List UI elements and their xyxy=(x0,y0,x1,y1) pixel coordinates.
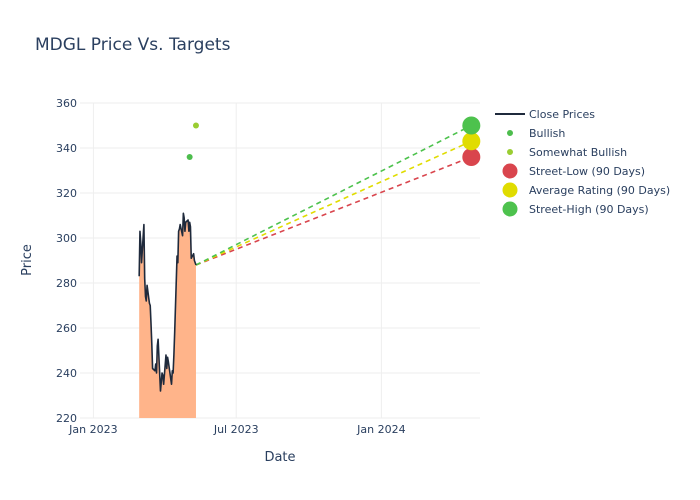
legend[interactable]: Close Prices Bullish Somewhat Bullish Stree… xyxy=(495,108,670,217)
legend-label: Bullish xyxy=(529,127,565,140)
target-endpoint[interactable] xyxy=(462,132,481,151)
chart-title: MDGL Price Vs. Targets xyxy=(35,35,231,55)
target-endpoint[interactable] xyxy=(462,148,481,166)
y-tick-label: 240 xyxy=(56,367,77,380)
legend-label: Somewhat Bullish xyxy=(529,146,627,159)
legend-swatch xyxy=(507,149,513,155)
x-tick-label: Jan 2023 xyxy=(68,423,117,436)
legend-swatch xyxy=(502,182,518,198)
legend-label: Street-High (90 Days) xyxy=(529,203,649,216)
legend-item[interactable]: Average Rating (90 Days) xyxy=(502,182,671,198)
y-tick-label: 300 xyxy=(56,232,77,245)
close-price-area xyxy=(139,213,196,418)
target-line xyxy=(195,156,472,266)
close-price-line-layer xyxy=(138,212,197,392)
legend-item[interactable]: Street-High (90 Days) xyxy=(502,201,649,217)
legend-item[interactable]: Somewhat Bullish xyxy=(507,146,627,159)
legend-swatch xyxy=(507,130,513,136)
rating-point[interactable] xyxy=(192,122,199,129)
legend-label: Street-Low (90 Days) xyxy=(529,165,645,178)
legend-item[interactable]: Street-Low (90 Days) xyxy=(502,163,646,179)
legend-swatch xyxy=(502,163,518,179)
tick-labels: 220 240 260 280 300 320 340 360 Jan 2023 Jul 2023… xyxy=(56,97,406,436)
legend-item[interactable]: Bullish xyxy=(507,127,565,140)
area-layer xyxy=(139,213,196,418)
target-line xyxy=(195,124,472,266)
x-tick-label: Jan 2024 xyxy=(356,423,405,436)
y-axis-title: Price xyxy=(20,244,35,276)
rating-point[interactable] xyxy=(186,154,193,160)
legend-label: Close Prices xyxy=(529,108,595,121)
target-lines xyxy=(195,124,472,266)
x-tick-label: Jul 2023 xyxy=(213,423,259,436)
target-endpoint[interactable] xyxy=(462,116,481,135)
marker-layer xyxy=(186,116,481,166)
legend-swatch xyxy=(502,201,518,217)
x-axis-title: Date xyxy=(264,450,295,465)
legend-label: Average Rating (90 Days) xyxy=(529,184,670,197)
legend-item[interactable]: Close Prices xyxy=(495,108,595,121)
y-tick-label: 220 xyxy=(56,412,77,425)
y-tick-label: 260 xyxy=(56,322,77,335)
y-tick-label: 360 xyxy=(56,97,77,110)
y-tick-label: 320 xyxy=(56,187,77,200)
y-tick-label: 340 xyxy=(56,142,77,155)
y-tick-label: 280 xyxy=(56,277,77,290)
close-price-line xyxy=(138,212,197,392)
target-line xyxy=(195,140,472,266)
